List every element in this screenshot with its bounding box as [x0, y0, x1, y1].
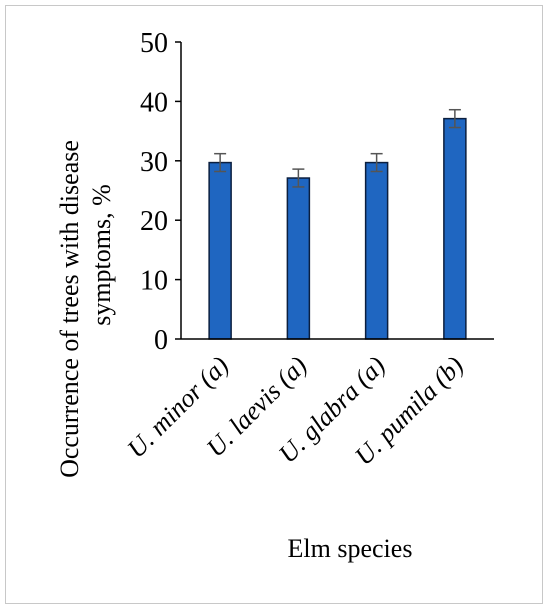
bar	[286, 177, 311, 340]
y-tick-label: 20	[140, 206, 168, 237]
y-axis-ticks: 0 10 20 30 40 50	[140, 28, 181, 356]
y-tick-label: 50	[140, 28, 168, 59]
bar	[443, 117, 467, 340]
y-tick-label: 40	[140, 87, 168, 118]
axes	[180, 42, 494, 340]
y-axis-title-line-2: symptoms, %	[87, 184, 116, 326]
y-tick-label: 10	[140, 266, 168, 297]
y-axis-title: Occurrence of trees with disease symptom…	[55, 140, 116, 478]
category-labels: U. minor (a)U. laevis (a)U. glabra (a)U.…	[121, 351, 469, 471]
y-tick-label: 0	[154, 325, 168, 356]
bar	[364, 161, 389, 340]
x-axis-title: Elm species	[288, 534, 413, 563]
y-axis-title-line-1: Occurrence of trees with disease	[55, 140, 84, 478]
error-bars	[214, 108, 461, 188]
y-tick-label: 30	[140, 147, 168, 178]
bars	[208, 117, 467, 340]
bar	[208, 161, 232, 340]
